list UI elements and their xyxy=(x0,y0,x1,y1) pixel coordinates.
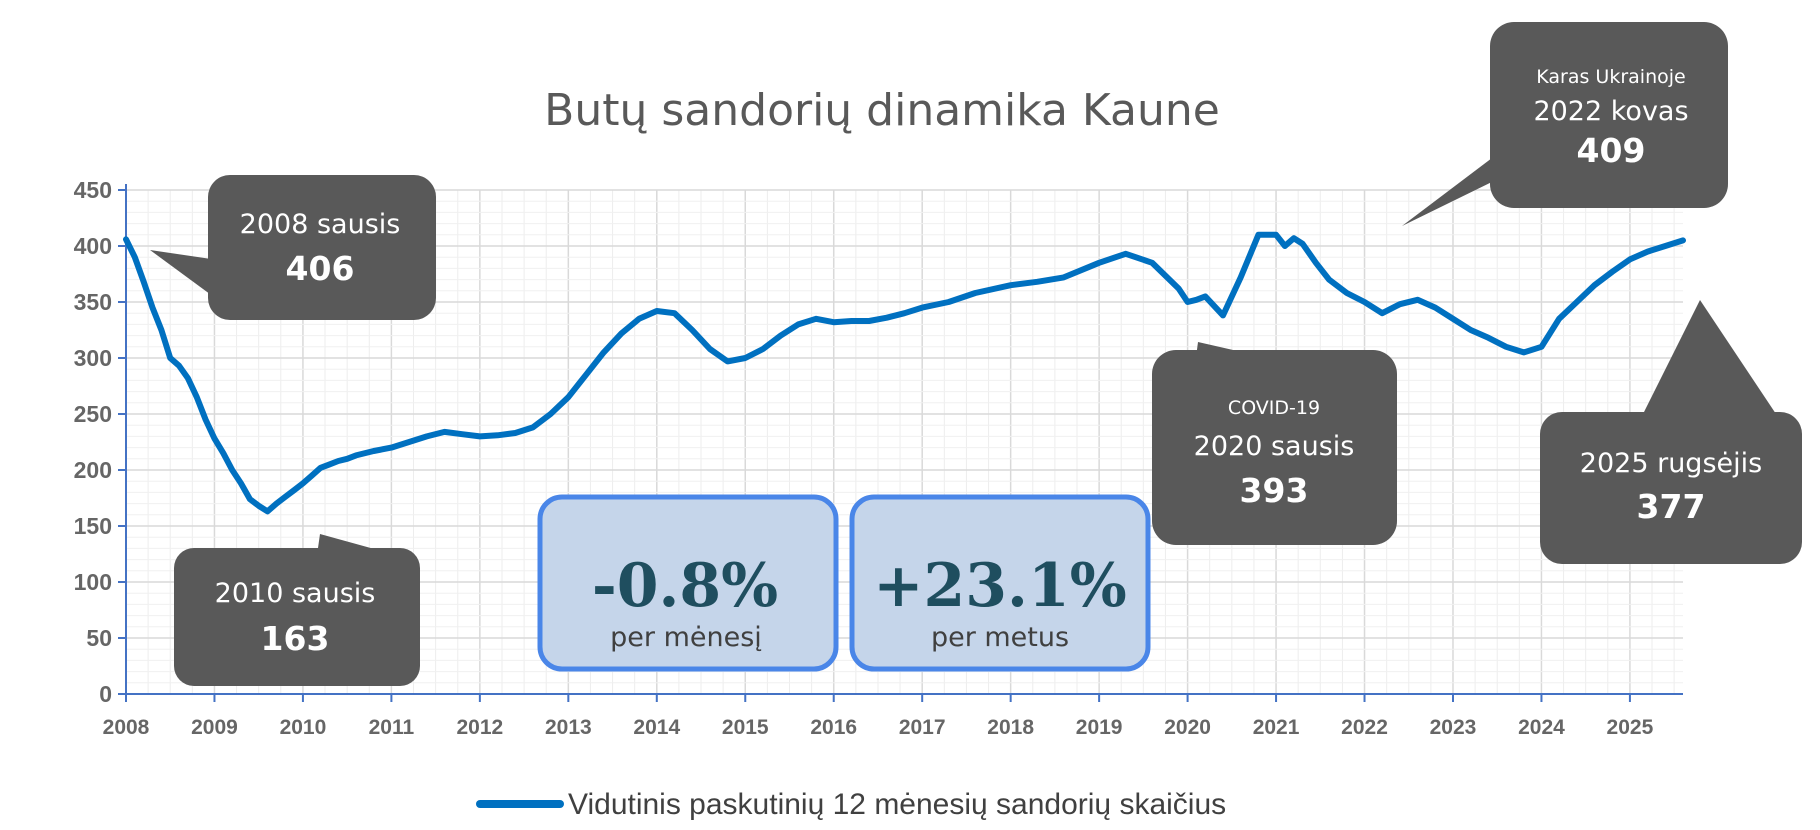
x-tick-label: 2019 xyxy=(1076,716,1123,739)
series-line-0 xyxy=(123,231,1686,515)
callout-2008-pointer xyxy=(150,250,218,300)
x-tick-label: 2011 xyxy=(369,716,415,739)
legend: Vidutinis paskutinių 12 mėnesių sandorių… xyxy=(476,788,1226,821)
x-tick-label: 2018 xyxy=(987,716,1034,739)
x-tick-label: 2010 xyxy=(280,716,327,739)
y-tick-label: 350 xyxy=(74,289,112,315)
callout-2008: 2008 sausis 406 xyxy=(150,175,436,320)
y-axis-ticks: 0 50 100 150 200 250 300 350 400 450 xyxy=(74,177,126,707)
kpi-monthly-label: per mėnesį xyxy=(610,622,762,653)
kpi-monthly-box xyxy=(537,494,839,672)
x-tick-label: 2012 xyxy=(457,716,504,739)
x-tick-label: 2023 xyxy=(1430,716,1477,739)
y-tick-label: 200 xyxy=(74,457,112,483)
x-tick-label: 2020 xyxy=(1164,716,1211,739)
callout-2008-value: 406 xyxy=(286,249,355,288)
callout-2010: 2010 sausis 163 xyxy=(174,534,420,686)
callout-2010-value: 163 xyxy=(261,619,330,658)
callout-2025-value: 377 xyxy=(1637,487,1706,526)
x-axis-ticks: 2008 2009 2010 2011 2012 2013 2014 2015 2016 2017… xyxy=(103,694,1654,739)
callout-2020-label: 2020 sausis xyxy=(1194,431,1355,462)
x-tick-label: 2009 xyxy=(191,716,238,739)
callout-2025-pointer xyxy=(1640,300,1780,420)
kpi-yearly-box xyxy=(849,494,1151,672)
y-tick-label: 100 xyxy=(74,569,112,595)
callout-2022-small: Karas Ukrainoje xyxy=(1536,66,1685,88)
callout-2022: Karas Ukrainoje 2022 kovas 409 xyxy=(1402,22,1728,226)
kpi-yearly-label: per metus xyxy=(931,622,1069,653)
x-tick-label: 2021 xyxy=(1253,716,1300,739)
callout-2025: 2025 rugsėjis 377 xyxy=(1540,300,1802,564)
y-tick-label: 150 xyxy=(74,513,112,539)
x-tick-label: 2025 xyxy=(1607,716,1654,739)
kpi-monthly-value: -0.8% xyxy=(592,551,778,621)
callout-2022-value: 409 xyxy=(1577,131,1646,170)
y-tick-label: 0 xyxy=(99,681,112,707)
callout-2025-label: 2025 rugsėjis xyxy=(1580,448,1762,479)
axes xyxy=(125,184,1683,695)
callout-2008-box xyxy=(208,175,436,320)
callout-2022-box xyxy=(1490,22,1728,208)
kpi-monthly: -0.8% per mėnesį xyxy=(537,494,839,672)
x-tick-label: 2022 xyxy=(1341,716,1388,739)
x-tick-label: 2014 xyxy=(633,716,680,739)
callout-2010-box xyxy=(174,548,420,686)
callout-2025-box xyxy=(1540,412,1802,564)
callout-2008-label: 2008 sausis xyxy=(240,209,401,240)
callout-2022-pointer xyxy=(1402,158,1500,226)
callout-2020: COVID-19 2020 sausis 393 xyxy=(1152,342,1397,545)
x-tick-label: 2013 xyxy=(545,716,592,739)
legend-label: Vidutinis paskutinių 12 mėnesių sandorių… xyxy=(568,788,1226,821)
y-tick-label: 300 xyxy=(74,345,112,371)
series-group xyxy=(123,231,1686,515)
x-tick-label: 2016 xyxy=(810,716,857,739)
y-tick-label: 50 xyxy=(86,625,112,651)
x-tick-label: 2024 xyxy=(1518,716,1565,739)
kpi-yearly: +23.1% per metus xyxy=(849,494,1151,672)
kpi-yearly-value: +23.1% xyxy=(873,551,1126,621)
y-tick-label: 250 xyxy=(74,401,112,427)
callout-2020-small: COVID-19 xyxy=(1228,397,1320,419)
x-tick-label: 2017 xyxy=(899,716,946,739)
x-tick-label: 2015 xyxy=(722,716,769,739)
callout-2010-pointer xyxy=(318,534,385,552)
y-tick-label: 450 xyxy=(74,177,112,203)
callout-2020-value: 393 xyxy=(1240,471,1309,510)
chart-title: Butų sandorių dinamika Kaune xyxy=(544,85,1220,136)
callout-2010-label: 2010 sausis xyxy=(215,578,376,609)
callout-2020-box xyxy=(1152,350,1397,545)
callout-2022-label: 2022 kovas xyxy=(1533,96,1688,127)
x-tick-label: 2008 xyxy=(103,716,150,739)
y-tick-label: 400 xyxy=(74,233,112,259)
